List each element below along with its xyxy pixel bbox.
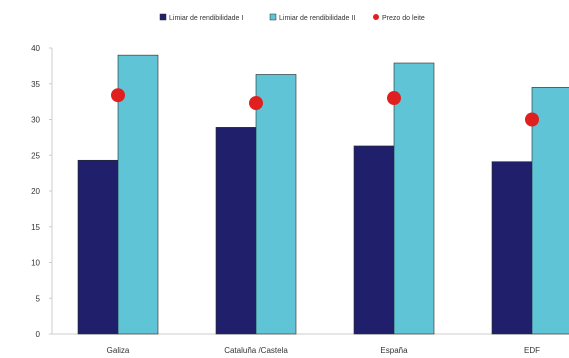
- bar-limiar-ii-2: [393, 62, 435, 335]
- bar-limiar-i-0: [77, 159, 119, 335]
- y-tick-label: 10: [31, 259, 40, 268]
- category-label: Cataluña /Castela: [224, 346, 288, 355]
- category-label: EDF: [524, 346, 540, 355]
- y-ticks: 0 5 10 15 20 25 30 35 40: [31, 44, 52, 339]
- points: [111, 88, 539, 127]
- point-prezo-do-leite-0: [111, 88, 125, 103]
- legend-label: Prezo do leite: [382, 15, 425, 22]
- y-tick-label: 0: [36, 330, 41, 339]
- y-tick-label: 35: [31, 80, 40, 89]
- bar-limiar-ii-1: [255, 74, 297, 335]
- point-prezo-do-leite-1: [249, 96, 263, 111]
- legend-label: Limiar de rendibilidade I: [169, 15, 243, 22]
- y-tick-label: 5: [36, 294, 41, 303]
- bar-limiar-i-2: [353, 145, 395, 335]
- bar-limiar-i-3: [491, 161, 533, 335]
- point-prezo-do-leite-3: [525, 112, 539, 127]
- y-tick-label: 25: [31, 151, 40, 160]
- y-tick-label: 30: [31, 116, 40, 125]
- point-prezo-do-leite-2: [387, 91, 401, 106]
- legend-label: Limiar de rendibilidade II: [279, 15, 355, 22]
- category-label: Galiza: [107, 346, 130, 355]
- category-labels: Galiza Cataluña /Castela España EDF: [107, 346, 540, 355]
- y-tick-label: 20: [31, 187, 40, 196]
- legend-swatch: [373, 14, 379, 20]
- bar-limiar-ii-0: [117, 54, 159, 335]
- legend-swatch: [159, 13, 167, 21]
- y-tick-label: 15: [31, 223, 40, 232]
- category-label: España: [380, 346, 408, 355]
- bars: [77, 54, 569, 335]
- y-tick-label: 40: [31, 44, 40, 53]
- legend-swatch: [269, 13, 277, 21]
- bar-limiar-ii-3: [531, 87, 569, 335]
- legend: Limiar de rendibilidade I Limiar de rendi…: [159, 13, 425, 22]
- bar-limiar-i-1: [215, 127, 257, 335]
